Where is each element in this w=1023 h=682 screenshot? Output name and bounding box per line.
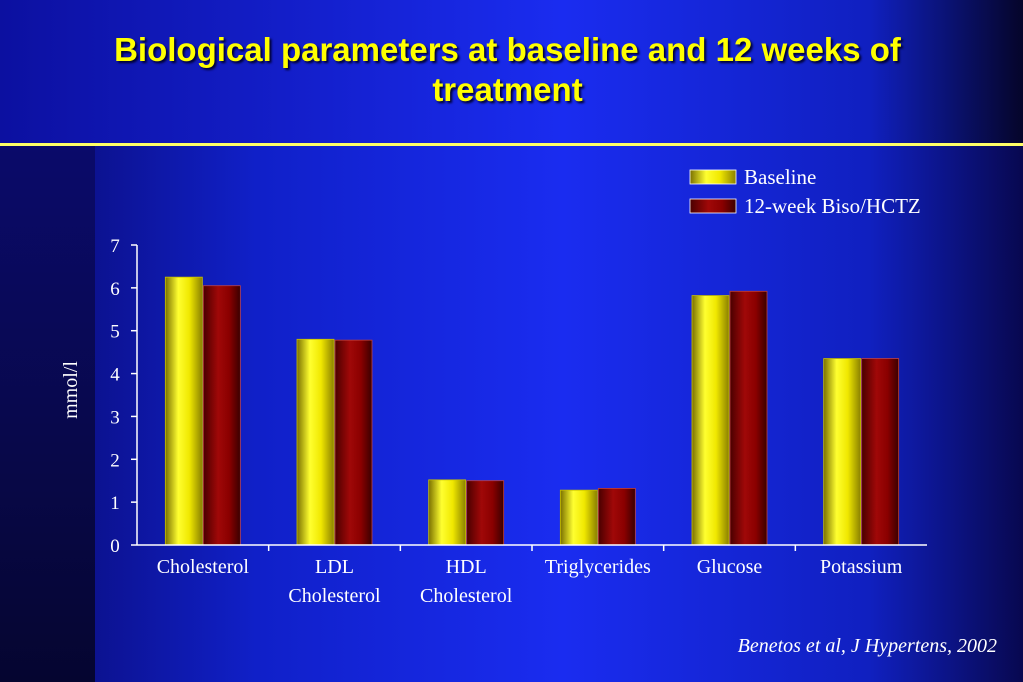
bar-baseline-3 (559, 489, 598, 546)
chart-legend: Baseline 12-week Biso/HCTZ (689, 165, 921, 218)
chart-bars (164, 276, 900, 546)
y-tick-label: 1 (110, 493, 120, 514)
bar-12week-2 (466, 480, 505, 546)
y-tick-label: 2 (110, 450, 120, 471)
y-tick-label: 6 (110, 279, 120, 300)
category-label: Triglycerides (545, 556, 651, 578)
category-label: Potassium (820, 556, 903, 578)
category-label: LDL (315, 556, 354, 578)
legend-swatch-baseline (689, 169, 737, 185)
bar-baseline-4 (691, 295, 730, 546)
title-band (0, 0, 1023, 143)
bar-baseline-1 (296, 338, 335, 546)
legend-swatch-12-week (689, 198, 737, 214)
y-tick-label: 3 (110, 407, 120, 428)
legend-label: 12-week Biso/HCTZ (744, 194, 921, 218)
left-strip (0, 146, 95, 682)
category-label: Cholesterol (157, 556, 250, 578)
bar-12week-4 (729, 290, 768, 546)
category-label: Cholesterol (288, 585, 381, 607)
y-tick-label: 7 (110, 236, 120, 257)
bar-12week-5 (861, 358, 900, 546)
title-divider (0, 143, 1023, 146)
source-citation: Benetos et al, J Hypertens, 2002 (737, 635, 997, 657)
bar-baseline-5 (823, 358, 862, 546)
y-tick-label: 5 (110, 322, 120, 343)
bar-12week-1 (334, 339, 373, 546)
y-tick-label: 0 (110, 536, 120, 557)
category-label: Cholesterol (420, 585, 513, 607)
y-tick-label: 4 (110, 365, 120, 386)
category-label: HDL (446, 556, 487, 578)
bar-baseline-2 (428, 479, 467, 546)
y-axis-title: mmol/l (60, 361, 82, 419)
bar-12week-0 (202, 285, 241, 546)
bar-baseline-0 (164, 276, 203, 546)
bar-12week-3 (597, 488, 636, 546)
page-title: Biological parameters at baseline and 12… (114, 31, 901, 108)
legend-label: Baseline (744, 165, 816, 189)
chart-axes: 0 1 2 3 4 5 6 7 Cholesterol LDL Cholesterol HDL Chol… (110, 236, 927, 607)
category-label: Glucose (697, 556, 763, 578)
